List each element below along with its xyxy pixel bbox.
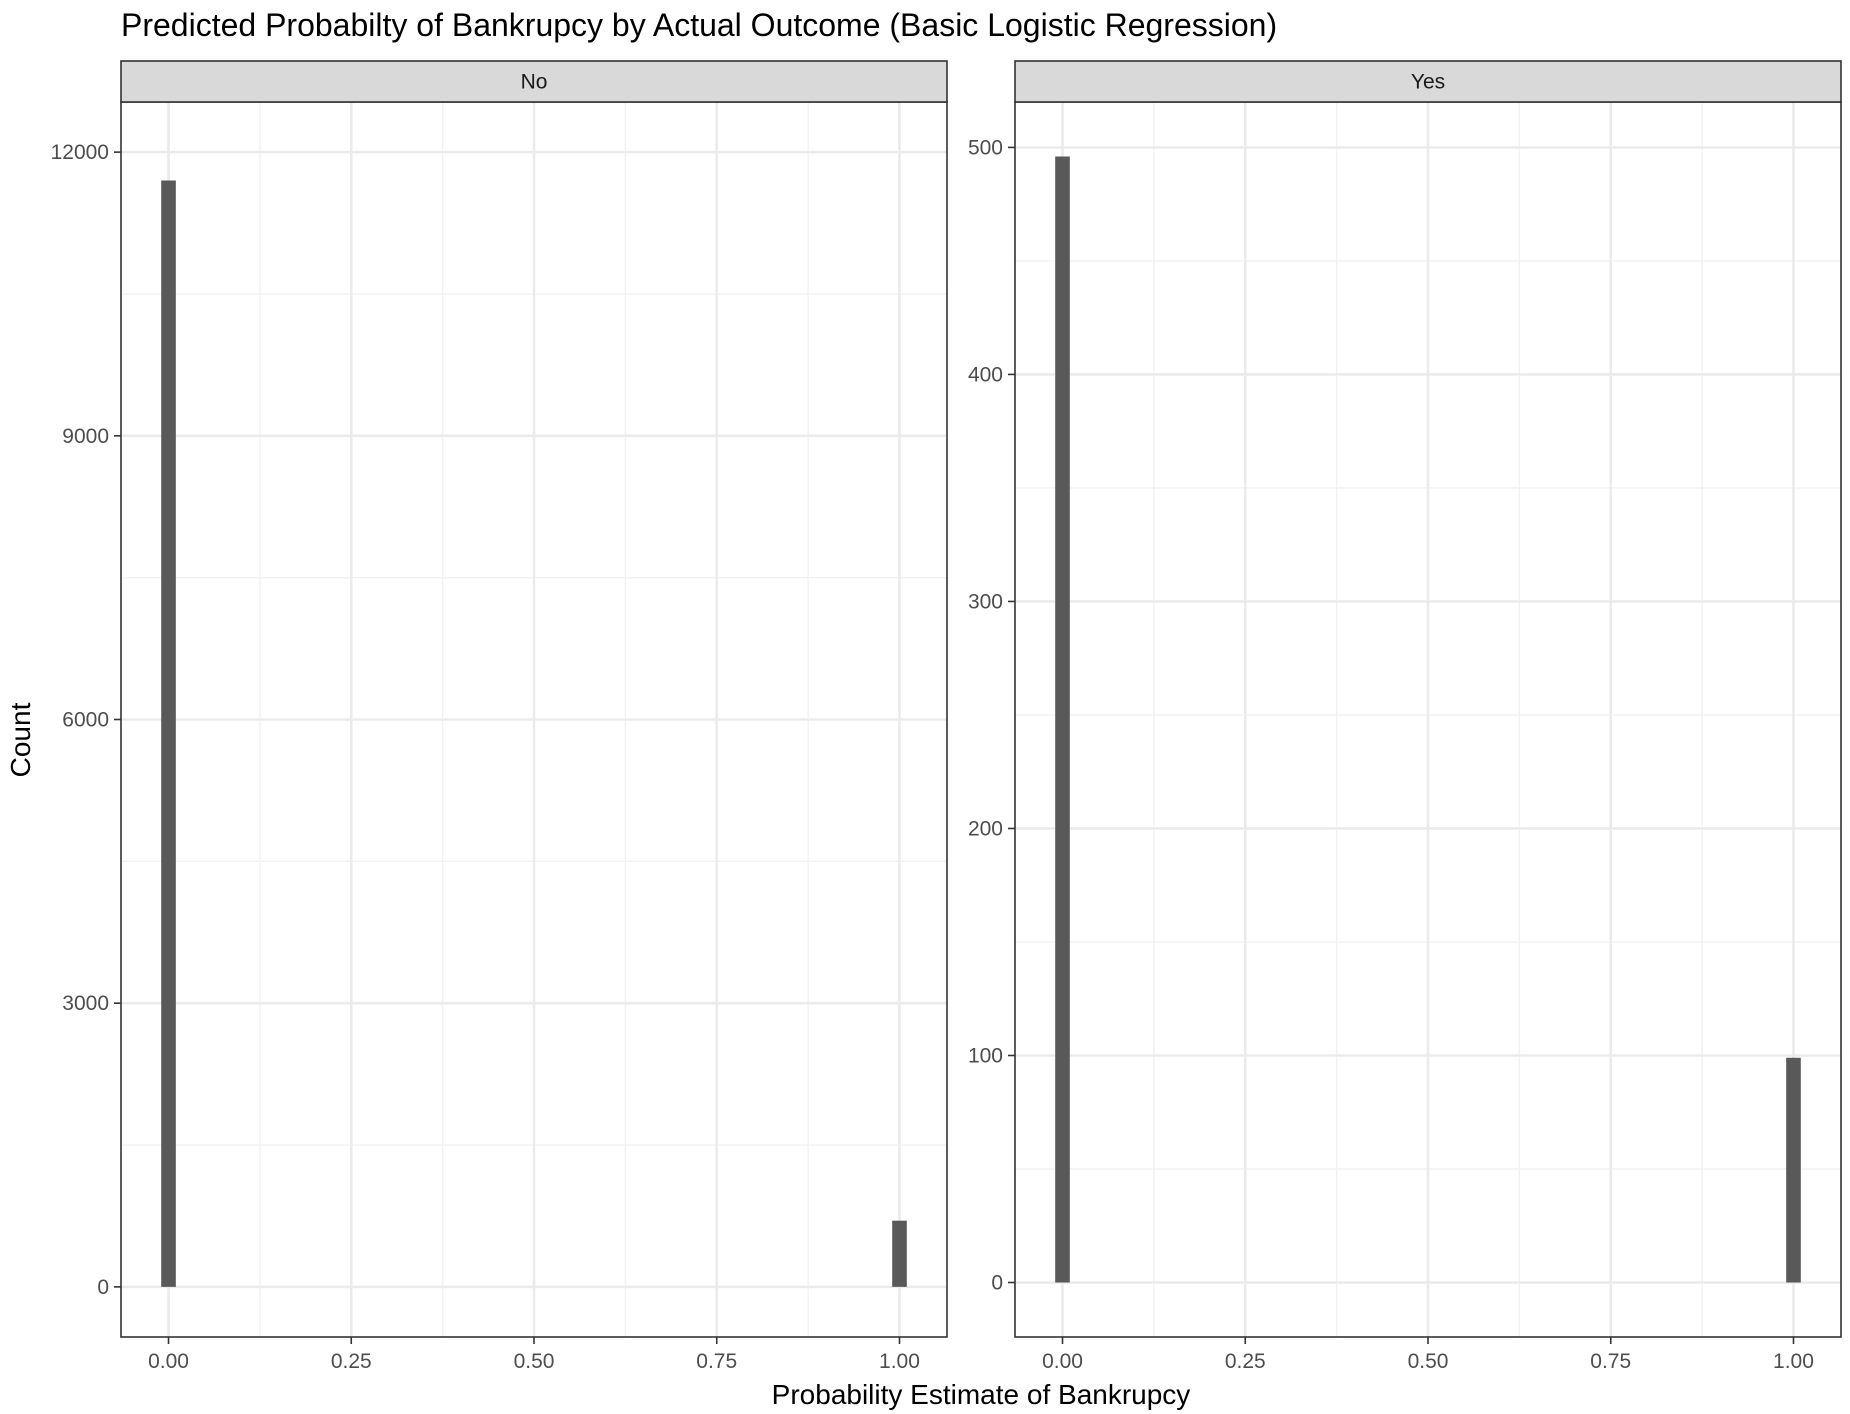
x-tick-label: 0.50 [1408,1350,1449,1373]
x-tick-label: 0.25 [331,1350,372,1373]
y-tick-label: 0 [991,1272,1003,1295]
facet-strip-label: Yes [1411,71,1445,94]
histogram-bar [892,1220,907,1287]
x-tick-label: 0.25 [1225,1350,1266,1373]
facet-panel-yes: Yes 0.00 0.25 0.50 0.75 1.00 0 100 200 300 400 500 [968,60,1842,1373]
x-tick-label: 0.00 [148,1350,189,1373]
facet-strip-label: No [521,71,548,94]
histogram-bar [1786,1057,1801,1283]
y-tick-label: 12000 [51,141,109,164]
histogram-bar [1055,156,1070,1283]
y-tick-label: 100 [968,1044,1003,1067]
x-axis-title: Probability Estimate of Bankrupcy [772,1379,1191,1410]
facet-strip [1014,60,1842,103]
x-tick-label: 1.00 [1773,1350,1814,1373]
facet-panels: No0.00 0.25 0.50 0.75 1.00030006000900012000… [51,60,1842,1373]
y-tick-label: 400 [968,363,1003,386]
y-axis-title: Count [5,702,36,777]
y-tick-label: 300 [968,590,1003,613]
y-tick-label: 3000 [62,992,109,1015]
x-tick-label: 0.00 [1042,1350,1083,1373]
y-tick-label: 500 [968,136,1003,159]
chart-title: Predicted Probabilty of Bankrupcy by Act… [121,7,1277,43]
facet-panel-no: No 0.00 0.25 0.50 0.75 1.00 0 3000 6000 9000 12000 [51,60,948,1373]
y-tick-label: 0 [97,1276,109,1299]
histogram-bar [161,180,176,1287]
x-tick-label: 0.75 [1590,1350,1631,1373]
x-tick-label: 0.50 [514,1350,555,1373]
x-tick-label: 0.75 [696,1350,737,1373]
y-tick-label: 6000 [62,709,109,732]
x-tick-label: 1.00 [879,1350,920,1373]
y-tick-label: 9000 [62,425,109,448]
facet-strip [120,60,948,103]
y-tick-label: 200 [968,817,1003,840]
